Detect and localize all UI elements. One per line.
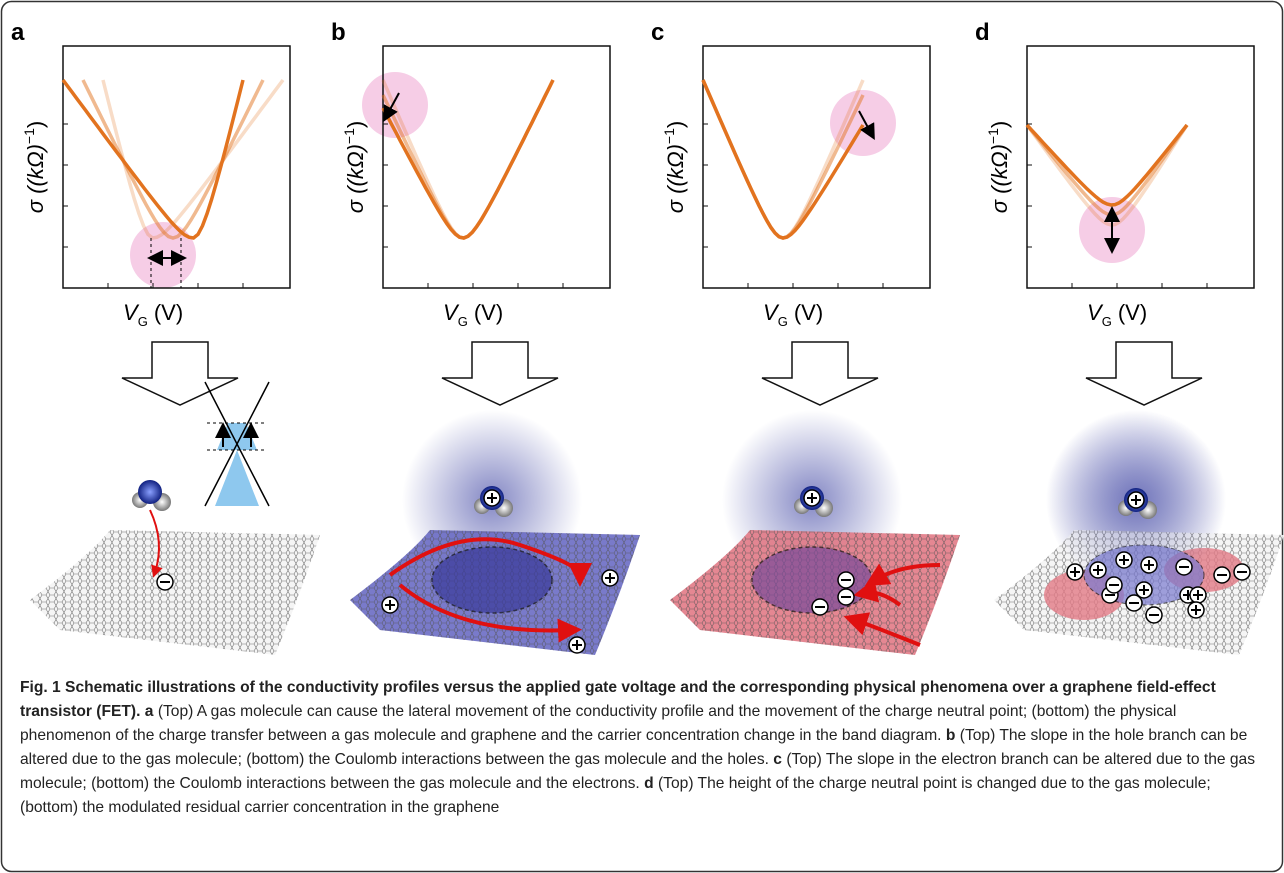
text-part: (V) [794, 300, 823, 325]
panel-label: d [975, 19, 990, 46]
big-arrow [1086, 342, 1202, 405]
text-part: G [138, 314, 148, 329]
big-arrow [122, 342, 238, 405]
caption-item-label: a [145, 703, 154, 720]
text-part: G [1102, 314, 1112, 329]
text-part: ) [987, 121, 1012, 128]
text-part: ) [23, 121, 48, 128]
text-part: G [778, 314, 788, 329]
y-axis-label: σ ((kΩ)−1) [341, 121, 368, 213]
nitrogen [138, 480, 162, 504]
text-part: G [458, 314, 468, 329]
band-fill [215, 423, 259, 506]
panel-label: c [651, 19, 664, 46]
caption-item-label: c [773, 751, 782, 768]
y-axis-label: σ ((kΩ)−1) [661, 121, 688, 213]
text-part: −1 [661, 128, 677, 144]
y-axis-label: σ ((kΩ)−1) [21, 121, 48, 213]
graphene-lattice [30, 530, 320, 655]
text-part: (V) [154, 300, 183, 325]
text-part: σ ((kΩ) [663, 144, 688, 213]
caption: Fig. 1 Schematic illustrations of the co… [20, 676, 1268, 820]
x-axis-label: VG(V) [443, 300, 503, 329]
figure-page: aσ ((kΩ)−1)VG(V)bσ ((kΩ)−1)VG(V)cσ ((kΩ)… [0, 0, 1284, 873]
text-part: σ ((kΩ) [343, 144, 368, 213]
panel-label: b [331, 19, 346, 46]
text-part: σ ((kΩ) [23, 144, 48, 213]
big-arrow [762, 342, 878, 405]
plot-frame [703, 46, 930, 288]
x-axis-label: VG(V) [1087, 300, 1147, 329]
x-axis-label: VG(V) [763, 300, 823, 329]
text-part: (V) [1118, 300, 1147, 325]
text-part: ) [663, 121, 688, 128]
text-part: −1 [21, 128, 37, 144]
x-axis-label: VG(V) [123, 300, 183, 329]
text-part: −1 [985, 128, 1001, 144]
caption-item-label: d [644, 775, 654, 792]
text-part: σ ((kΩ) [987, 144, 1012, 213]
y-axis-label: σ ((kΩ)−1) [985, 121, 1012, 213]
caption-items: a (Top) A gas molecule can cause the lat… [20, 703, 1255, 816]
caption-item-label: b [946, 727, 956, 744]
depletion [432, 547, 552, 613]
big-arrow [442, 342, 558, 405]
text-part: (V) [474, 300, 503, 325]
text-part: ) [343, 121, 368, 128]
text-part: −1 [341, 128, 357, 144]
panel-label: a [11, 19, 25, 46]
